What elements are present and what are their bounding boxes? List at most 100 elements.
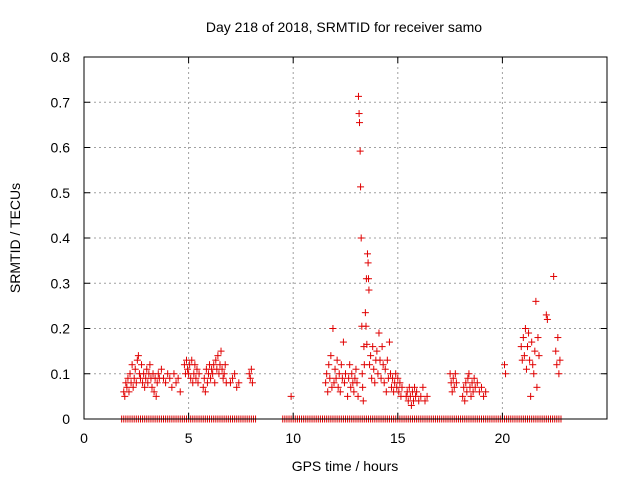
data-point	[394, 374, 402, 382]
data-point	[191, 361, 199, 369]
data-point	[203, 379, 211, 387]
data-point	[138, 361, 146, 369]
data-point	[380, 379, 388, 387]
y-tick-label: 0.8	[51, 49, 71, 65]
data-point	[423, 392, 431, 400]
data-point	[521, 325, 529, 332]
data-point	[369, 343, 377, 351]
data-point	[121, 392, 129, 400]
data-point	[535, 352, 543, 360]
data-point	[449, 374, 457, 382]
data-point	[451, 370, 459, 378]
data-point	[459, 392, 467, 400]
data-point	[359, 383, 367, 391]
data-point	[129, 383, 137, 391]
data-point	[324, 388, 332, 396]
data-point	[368, 374, 376, 382]
data-point	[347, 383, 355, 391]
data-point	[452, 379, 460, 387]
data-point	[542, 311, 550, 319]
data-point	[195, 370, 203, 378]
x-tick-label: 0	[80, 430, 88, 446]
data-point	[207, 374, 215, 382]
data-point	[199, 383, 207, 391]
y-tick-label: 0.2	[51, 321, 71, 337]
data-point	[220, 370, 228, 378]
data-point	[235, 379, 243, 387]
data-point	[365, 275, 373, 283]
data-point	[366, 361, 374, 369]
y-tick-label: 0.7	[51, 94, 71, 110]
data-point	[381, 365, 389, 373]
data-point	[325, 361, 333, 369]
data-point	[362, 322, 370, 330]
data-point	[332, 374, 340, 382]
data-point	[502, 370, 510, 378]
data-point	[419, 383, 427, 391]
data-point	[543, 315, 551, 323]
data-point	[133, 356, 141, 364]
data-point	[376, 356, 384, 364]
data-point	[555, 370, 563, 378]
data-point	[337, 361, 345, 369]
data-point	[354, 92, 362, 100]
data-point	[411, 383, 419, 391]
data-point	[248, 379, 256, 387]
data-point	[134, 352, 142, 360]
x-tick-label: 20	[495, 430, 511, 446]
y-tick-label: 0	[62, 411, 70, 427]
data-point	[334, 383, 342, 391]
data-point	[363, 250, 371, 258]
data-point	[210, 361, 218, 369]
data-point	[480, 392, 488, 400]
data-point	[553, 361, 561, 369]
data-point	[188, 356, 196, 364]
x-tick-label: 10	[285, 430, 301, 446]
data-point	[123, 383, 131, 391]
data-point	[530, 370, 538, 378]
data-point	[346, 361, 354, 369]
data-point	[233, 383, 241, 391]
data-point	[356, 119, 364, 127]
data-point	[556, 356, 564, 364]
data-point	[370, 365, 378, 373]
data-point	[128, 361, 136, 369]
data-point	[527, 392, 535, 400]
data-point	[367, 352, 375, 360]
y-tick-label: 0.5	[51, 185, 71, 201]
data-point	[379, 361, 387, 369]
data-point	[322, 379, 330, 387]
data-point	[463, 388, 471, 396]
data-point	[469, 388, 477, 396]
data-point	[357, 234, 365, 242]
data-point	[533, 383, 541, 391]
data-point	[518, 356, 526, 364]
data-point	[229, 374, 237, 382]
data-point	[162, 379, 170, 387]
data-point	[550, 272, 558, 280]
data-point	[525, 329, 533, 337]
data-point	[470, 374, 478, 382]
data-point	[554, 334, 562, 342]
data-point	[417, 392, 425, 400]
data-point	[378, 343, 386, 351]
data-point	[217, 347, 225, 355]
data-point	[448, 388, 456, 396]
data-point	[164, 370, 172, 378]
data-point	[421, 397, 429, 405]
data-point	[226, 379, 234, 387]
data-point	[465, 370, 473, 378]
data-point	[125, 388, 133, 396]
data-point	[166, 374, 174, 382]
data-point	[467, 392, 475, 400]
data-point	[415, 397, 423, 405]
data-point	[475, 388, 483, 396]
y-tick-label: 0.1	[51, 366, 71, 382]
data-point	[357, 183, 365, 191]
y-tick-label: 0.4	[51, 230, 71, 246]
data-point	[461, 397, 469, 405]
data-point	[245, 370, 253, 378]
data-point	[176, 388, 184, 396]
data-point	[365, 286, 373, 294]
